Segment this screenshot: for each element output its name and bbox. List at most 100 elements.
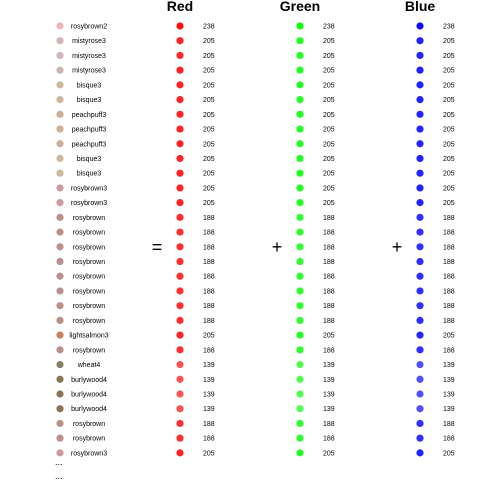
- red-channel-value: 188: [203, 303, 215, 310]
- blue-channel-dot: [416, 287, 424, 295]
- table-row: burlywood4 139 139 139: [56, 405, 455, 413]
- green-channel-value: 188: [323, 347, 335, 354]
- table-row: mistyrose3 205 205 205: [56, 66, 455, 75]
- blue-channel-dot: [416, 199, 424, 207]
- green-channel-value: 188: [323, 421, 335, 428]
- blue-channel-dot: [416, 390, 424, 398]
- green-channel-dot: [296, 434, 304, 442]
- color-name-label: rosybrown2: [71, 24, 107, 31]
- blue-channel-value: 139: [443, 362, 455, 369]
- table-row: rosybrown 188 188 188: [56, 316, 455, 325]
- red-channel-value: 205: [203, 141, 215, 148]
- green-channel-dot: [296, 302, 304, 310]
- red-channel-dot: [176, 375, 184, 383]
- red-channel-dot: [176, 316, 184, 324]
- blue-channel-dot: [416, 360, 424, 369]
- color-name-label: rosybrown: [73, 259, 105, 266]
- color-swatch: [56, 375, 64, 383]
- blue-channel-dot: [416, 110, 424, 118]
- red-channel-dot: [176, 140, 184, 148]
- table-row: peachpuff3 205 205 205: [56, 125, 455, 134]
- red-channel-value: 188: [203, 421, 215, 428]
- table-row: burlywood4 139 139 139: [56, 390, 455, 399]
- table-row: mistyrose3 205 205 205: [56, 37, 455, 45]
- color-swatch: [56, 22, 64, 30]
- red-channel-value: 205: [203, 53, 215, 60]
- blue-channel-value: 188: [443, 347, 455, 354]
- header-green: Green: [280, 0, 320, 14]
- blue-channel-dot: [416, 169, 424, 177]
- blue-channel-value: 205: [443, 127, 455, 134]
- green-channel-dot: [296, 184, 304, 192]
- color-name-label: bisque3: [77, 156, 102, 163]
- color-name-label: rosybrown3: [71, 200, 107, 207]
- color-name-label: rosybrown3: [71, 450, 107, 457]
- green-channel-value: 139: [323, 406, 335, 413]
- color-swatch: [56, 449, 64, 457]
- table-row: bisque3 205 205 205: [56, 169, 455, 178]
- red-channel-dot: [176, 81, 184, 89]
- table-row: wheat4 139 139 139: [56, 360, 455, 369]
- red-channel-dot: [176, 213, 184, 221]
- green-channel-value: 238: [323, 24, 335, 31]
- green-channel-dot: [296, 96, 304, 104]
- blue-channel-value: 205: [443, 53, 455, 60]
- blue-channel-dot: [416, 96, 424, 104]
- blue-channel-dot: [416, 22, 424, 30]
- color-swatch: [56, 272, 64, 280]
- red-channel-value: 205: [203, 200, 215, 207]
- green-channel-value: 205: [323, 97, 335, 104]
- green-channel-value: 205: [323, 200, 335, 207]
- green-channel-dot: [296, 405, 304, 413]
- color-swatch: [56, 96, 64, 104]
- red-channel-dot: [176, 257, 184, 266]
- green-channel-value: 205: [323, 156, 335, 163]
- blue-channel-value: 188: [443, 244, 455, 251]
- red-channel-value: 188: [203, 436, 215, 443]
- table-row: rosybrown3 205 205 205: [56, 449, 455, 457]
- color-name-label: rosybrown: [73, 436, 105, 443]
- green-channel-dot: [296, 287, 304, 295]
- green-channel-dot: [296, 272, 304, 280]
- blue-channel-value: 238: [443, 24, 455, 31]
- red-channel-value: 188: [203, 347, 215, 354]
- green-channel-value: 205: [323, 171, 335, 178]
- color-swatch: [56, 434, 64, 442]
- color-name-label: bisque3: [77, 97, 102, 104]
- color-swatch: [56, 184, 64, 192]
- green-channel-value: 188: [323, 215, 335, 222]
- green-channel-value: 205: [323, 112, 335, 119]
- header-blue: Blue: [405, 0, 436, 14]
- red-channel-dot: [176, 199, 184, 207]
- table-row: rosybrown3 205 205 205: [56, 184, 455, 192]
- green-channel-dot: [296, 346, 304, 354]
- color-swatch: [56, 169, 64, 177]
- table-row: rosybrown 188 188 188: [56, 419, 455, 428]
- table-row: bisque3 205 205 205: [56, 96, 455, 104]
- color-name-label: rosybrown: [73, 215, 105, 222]
- blue-channel-dot: [416, 51, 424, 60]
- table-row: bisque3 205 205 205: [56, 154, 455, 163]
- blue-channel-value: 205: [443, 112, 455, 119]
- color-swatch: [56, 302, 64, 310]
- color-swatch: [56, 316, 64, 324]
- color-swatch: [56, 228, 64, 236]
- blue-channel-dot: [416, 302, 424, 310]
- color-name-label: lightsalmon3: [69, 333, 108, 340]
- color-name-label: burlywood4: [71, 392, 107, 399]
- color-name-label: rosybrown: [73, 288, 105, 295]
- red-channel-dot: [176, 169, 184, 177]
- red-channel-dot: [176, 449, 184, 457]
- blue-channel-value: 188: [443, 259, 455, 266]
- color-swatch: [56, 81, 64, 89]
- ellipsis-2: ...: [55, 471, 63, 480]
- red-channel-value: 188: [203, 318, 215, 325]
- blue-channel-value: 205: [443, 450, 455, 457]
- green-channel-dot: [296, 316, 304, 324]
- table-row: rosybrown 188 188 188: [56, 228, 455, 237]
- color-name-label: burlywood4: [71, 406, 107, 413]
- green-channel-value: 188: [323, 244, 335, 251]
- green-channel-value: 205: [323, 38, 335, 45]
- green-channel-value: 188: [323, 274, 335, 281]
